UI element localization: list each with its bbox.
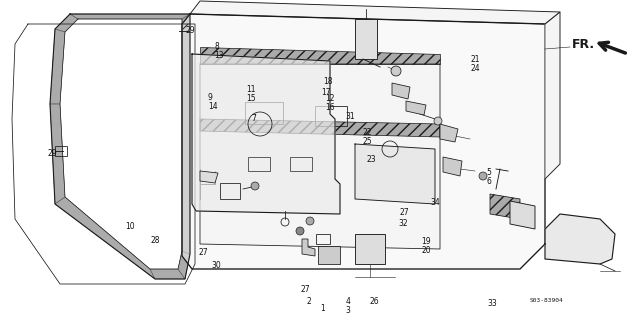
Bar	[355, 234, 385, 264]
Text: 2: 2	[307, 297, 311, 306]
Text: 22
25: 22 25	[363, 128, 372, 146]
Polygon shape	[70, 14, 190, 19]
Circle shape	[434, 117, 442, 125]
Text: 10: 10	[125, 222, 134, 231]
Polygon shape	[192, 54, 340, 214]
Text: 23: 23	[366, 155, 376, 164]
Polygon shape	[182, 14, 190, 254]
Polygon shape	[200, 47, 440, 64]
Polygon shape	[355, 144, 435, 204]
Text: 29: 29	[48, 149, 58, 158]
Polygon shape	[302, 239, 315, 256]
Circle shape	[251, 182, 259, 190]
Polygon shape	[55, 197, 155, 279]
Bar	[248, 157, 270, 171]
Bar	[220, 183, 240, 199]
Polygon shape	[200, 64, 440, 249]
Text: 32: 32	[398, 219, 408, 228]
Bar	[315, 106, 347, 126]
Bar	[55, 146, 67, 156]
Text: 28: 28	[150, 236, 160, 245]
Polygon shape	[490, 194, 520, 219]
Polygon shape	[150, 269, 185, 279]
Text: 4
3: 4 3	[346, 297, 351, 315]
Polygon shape	[178, 251, 190, 279]
Text: 17: 17	[321, 88, 331, 97]
Polygon shape	[440, 124, 458, 142]
Text: S03-83904: S03-83904	[530, 299, 564, 303]
Polygon shape	[443, 157, 462, 176]
Polygon shape	[392, 83, 410, 99]
Polygon shape	[545, 12, 560, 179]
Circle shape	[479, 172, 487, 180]
Polygon shape	[510, 201, 535, 229]
Text: 27: 27	[301, 285, 310, 294]
Circle shape	[306, 217, 314, 225]
Text: 30: 30	[211, 261, 221, 270]
Text: FR.: FR.	[572, 38, 595, 50]
Text: 29: 29	[186, 26, 195, 35]
Text: 19
20: 19 20	[421, 237, 431, 255]
Text: 5
6: 5 6	[486, 168, 492, 186]
Polygon shape	[200, 119, 440, 137]
Bar	[355, 19, 377, 59]
Polygon shape	[50, 29, 65, 104]
Polygon shape	[406, 101, 426, 115]
Text: 33: 33	[488, 299, 497, 308]
Text: 27: 27	[198, 248, 208, 256]
Polygon shape	[200, 171, 218, 183]
Polygon shape	[55, 14, 78, 32]
Text: 34: 34	[430, 198, 440, 207]
Text: 1: 1	[320, 304, 324, 313]
Circle shape	[296, 227, 304, 235]
Polygon shape	[545, 214, 615, 264]
Text: 11
15: 11 15	[246, 85, 256, 103]
Text: 7: 7	[251, 114, 256, 123]
Text: 26: 26	[370, 297, 380, 306]
Text: 8
13: 8 13	[214, 42, 224, 60]
Text: 31: 31	[346, 112, 355, 121]
Bar	[318, 246, 340, 264]
Bar	[290, 157, 312, 171]
Text: 12
16: 12 16	[325, 94, 335, 112]
Bar	[245, 102, 283, 124]
Text: 18: 18	[323, 77, 333, 86]
Polygon shape	[182, 14, 545, 269]
Bar	[316, 234, 330, 244]
Text: 21
24: 21 24	[470, 55, 480, 73]
Text: 9
14: 9 14	[208, 93, 218, 111]
Circle shape	[391, 66, 401, 76]
Polygon shape	[50, 104, 65, 204]
Text: 27: 27	[400, 208, 410, 217]
Polygon shape	[190, 1, 560, 24]
